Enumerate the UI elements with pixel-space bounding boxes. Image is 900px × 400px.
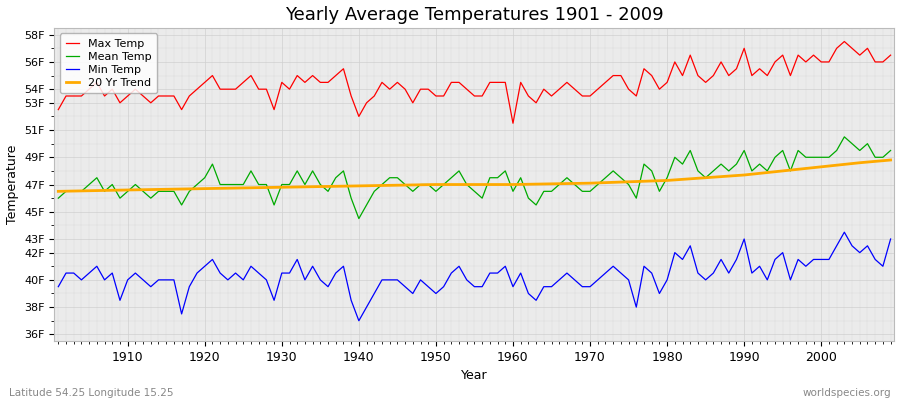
20 Yr Trend: [122, 188, 133, 192]
Max Temp: [500, 80, 510, 85]
Max Temp: [53, 107, 64, 112]
X-axis label: Year: Year: [461, 370, 488, 382]
Min Temp: [53, 284, 64, 289]
Mean Temp: [886, 148, 896, 153]
20 Yr Trend: [854, 160, 865, 165]
Min Temp: [114, 298, 125, 303]
Min Temp: [886, 237, 896, 242]
Text: worldspecies.org: worldspecies.org: [803, 388, 891, 398]
Max Temp: [508, 121, 518, 126]
Mean Temp: [354, 216, 364, 221]
Min Temp: [284, 271, 295, 276]
20 Yr Trend: [778, 168, 788, 173]
Max Temp: [886, 53, 896, 58]
Max Temp: [608, 73, 618, 78]
Line: Mean Temp: Mean Temp: [58, 137, 891, 218]
Line: 20 Yr Trend: 20 Yr Trend: [58, 160, 891, 191]
Y-axis label: Temperature: Temperature: [5, 145, 19, 224]
20 Yr Trend: [662, 178, 672, 183]
20 Yr Trend: [199, 186, 210, 191]
20 Yr Trend: [585, 181, 596, 186]
20 Yr Trend: [430, 182, 441, 187]
Max Temp: [839, 39, 850, 44]
20 Yr Trend: [53, 189, 64, 194]
Mean Temp: [508, 189, 518, 194]
Max Temp: [114, 100, 125, 105]
Line: Max Temp: Max Temp: [58, 42, 891, 123]
Min Temp: [608, 264, 618, 269]
Mean Temp: [516, 175, 526, 180]
Mean Temp: [53, 196, 64, 200]
20 Yr Trend: [700, 175, 711, 180]
Mean Temp: [114, 196, 125, 200]
20 Yr Trend: [886, 158, 896, 162]
Max Temp: [516, 80, 526, 85]
Min Temp: [839, 230, 850, 235]
Max Temp: [330, 73, 341, 78]
Mean Temp: [608, 168, 618, 173]
Min Temp: [330, 271, 341, 276]
20 Yr Trend: [276, 185, 287, 190]
Title: Yearly Average Temperatures 1901 - 2009: Yearly Average Temperatures 1901 - 2009: [285, 6, 664, 24]
Line: Min Temp: Min Temp: [58, 232, 891, 321]
Min Temp: [508, 284, 518, 289]
Mean Temp: [284, 182, 295, 187]
Min Temp: [354, 318, 364, 323]
20 Yr Trend: [508, 182, 518, 187]
20 Yr Trend: [739, 172, 750, 177]
Legend: Max Temp, Mean Temp, Min Temp, 20 Yr Trend: Max Temp, Mean Temp, Min Temp, 20 Yr Tre…: [60, 34, 157, 93]
20 Yr Trend: [354, 184, 364, 188]
Text: Latitude 54.25 Longitude 15.25: Latitude 54.25 Longitude 15.25: [9, 388, 174, 398]
20 Yr Trend: [815, 164, 826, 169]
Max Temp: [284, 87, 295, 92]
Min Temp: [516, 271, 526, 276]
Mean Temp: [839, 134, 850, 139]
Mean Temp: [330, 175, 341, 180]
20 Yr Trend: [623, 180, 634, 184]
